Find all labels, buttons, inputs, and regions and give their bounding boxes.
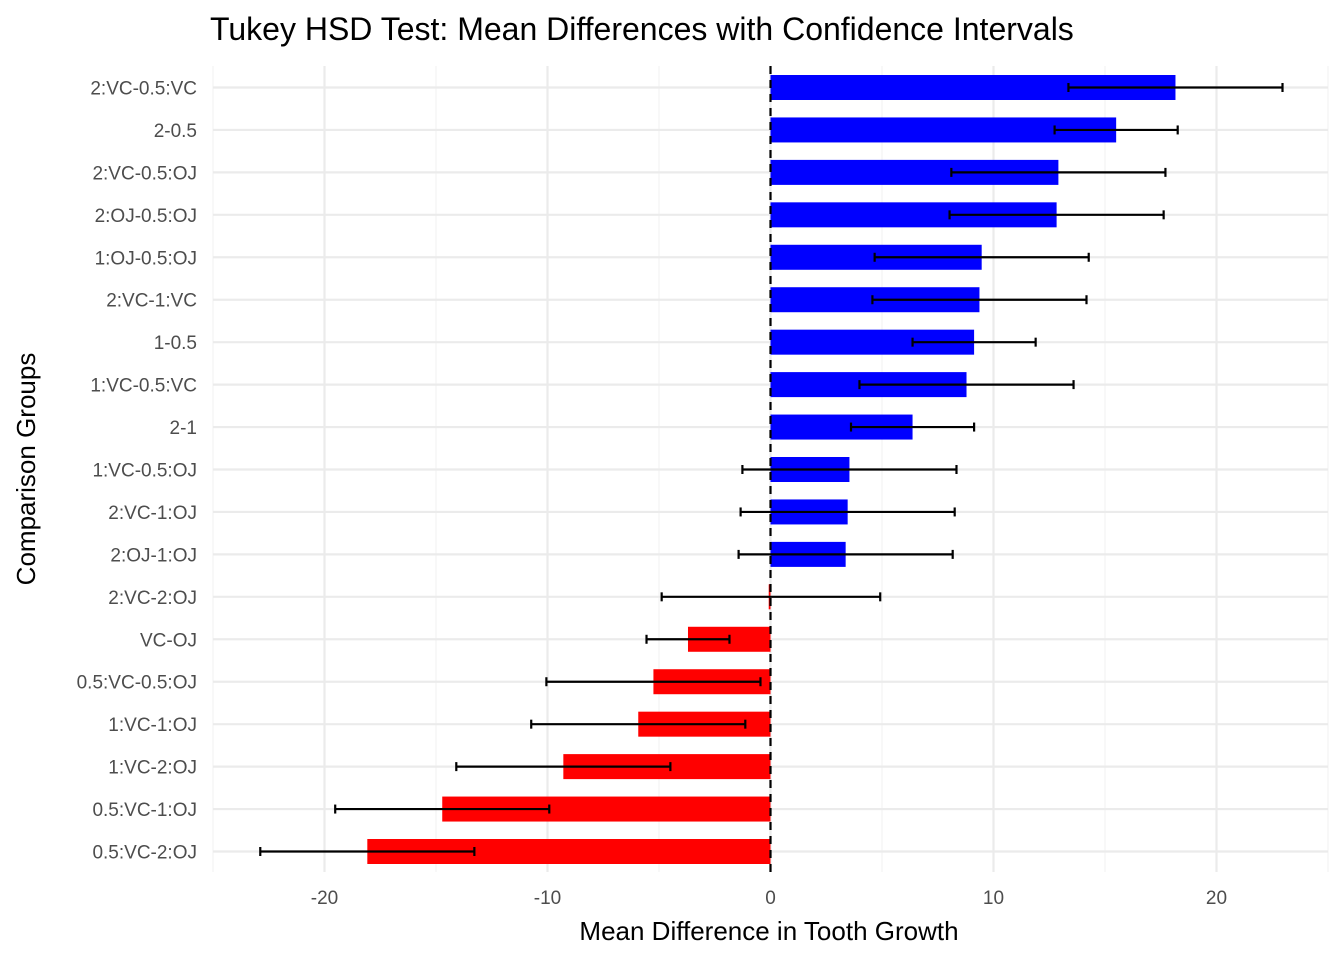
y-tick-label: 0.5:VC-1:OJ (92, 800, 197, 821)
chart-title: Tukey HSD Test: Mean Differences with Co… (210, 11, 1074, 47)
y-tick-label: VC-OJ (140, 630, 197, 651)
y-tick-label: 2:VC-0.5:OJ (92, 163, 197, 184)
x-tick-label: 10 (983, 888, 1004, 909)
y-axis-label: Comparison Groups (11, 353, 41, 586)
y-tick-label: 2-0.5 (154, 121, 197, 142)
y-tick-label: 2:VC-1:VC (106, 291, 197, 312)
y-tick-label: 1:VC-0.5:OJ (92, 461, 197, 482)
x-tick-label: 20 (1206, 888, 1227, 909)
y-tick-label: 0.5:VC-2:OJ (92, 843, 197, 864)
y-tick-label: 2-1 (170, 418, 197, 439)
y-tick-label: 1:VC-2:OJ (108, 758, 197, 779)
y-tick-label: 0.5:VC-0.5:OJ (77, 673, 197, 694)
y-tick-labels: 2:VC-0.5:VC 2-0.5 2:VC-0.5:OJ 2:OJ-0.5:OJ 1:… (77, 79, 197, 864)
x-tick-label: -10 (534, 888, 561, 909)
y-tick-label: 1:OJ-0.5:OJ (95, 248, 197, 269)
y-tick-label: 1-0.5 (154, 333, 197, 354)
y-tick-label: 2:VC-0.5:VC (90, 79, 197, 100)
x-tick-label: 0 (765, 888, 776, 909)
y-tick-label: 2:OJ-1:OJ (110, 545, 197, 566)
y-tick-label: 2:VC-1:OJ (108, 503, 197, 524)
y-tick-label: 2:VC-2:OJ (108, 588, 197, 609)
x-tick-label: -20 (311, 888, 338, 909)
x-axis-label: Mean Difference in Tooth Growth (579, 916, 958, 946)
y-tick-label: 2:OJ-0.5:OJ (95, 206, 197, 227)
error-bars (259, 83, 1284, 856)
y-tick-label: 1:VC-0.5:VC (90, 376, 197, 397)
x-tick-labels: -20 -10 0 10 20 (311, 888, 1227, 909)
y-tick-label: 1:VC-1:OJ (108, 715, 197, 736)
